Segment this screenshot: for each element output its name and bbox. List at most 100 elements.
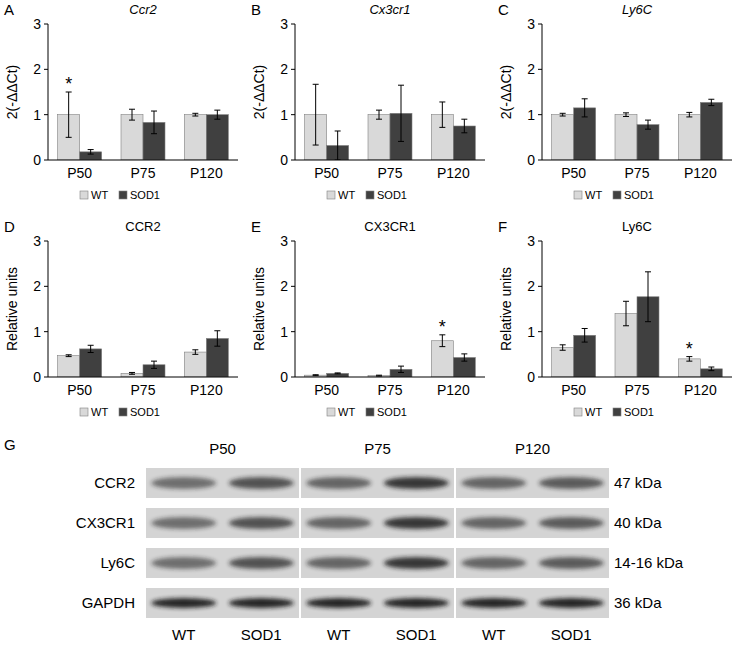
blot-band [306, 557, 371, 569]
legend-label: SOD1 [377, 189, 407, 201]
time-point-label: P120 [515, 440, 550, 457]
blot-strip [301, 508, 454, 538]
blot-panel: GP50P75P120CCR247 kDaCX3CR140 kDaLy6C14-… [4, 436, 684, 643]
blot-strip [146, 468, 299, 498]
blot-strip [301, 468, 454, 498]
blot-size-label: 14-16 kDa [614, 554, 684, 571]
bar [327, 373, 349, 377]
bar [552, 115, 574, 160]
y-axis-label: 2(-ΔΔCt) [251, 65, 267, 119]
lane-label: WT [172, 626, 195, 643]
chart-title: CCR2 [125, 219, 160, 234]
legend-swatch [574, 191, 582, 199]
panel-label: E [251, 218, 261, 235]
panel-label: C [498, 1, 509, 18]
y-tick-label: 3 [280, 16, 288, 32]
y-axis [295, 24, 296, 160]
y-tick [538, 69, 542, 70]
blot-band [461, 477, 526, 489]
blot-row-label: CX3CR1 [76, 514, 135, 531]
y-tick [291, 286, 295, 287]
error-bar [398, 366, 404, 372]
blot-row-label: Ly6C [101, 554, 136, 571]
panel-label: A [4, 1, 14, 18]
x-tick-label: P75 [625, 165, 650, 181]
legend-swatch [80, 408, 88, 416]
legend-label: WT [91, 189, 108, 201]
blot-strip [456, 508, 609, 538]
blot-strip [146, 508, 299, 538]
y-axis [542, 241, 543, 377]
bar [121, 115, 143, 160]
y-tick-label: 3 [527, 16, 535, 32]
y-tick [44, 241, 48, 242]
legend-label: WT [338, 189, 355, 201]
y-tick-label: 3 [33, 233, 41, 249]
error-bar [129, 109, 135, 120]
blot-band [384, 517, 449, 529]
error-bar [708, 99, 714, 105]
bar [184, 352, 206, 377]
y-axis-label: Relative units [498, 267, 514, 351]
y-tick [538, 24, 542, 25]
legend-swatch [366, 191, 374, 199]
panel-label: D [4, 218, 15, 235]
legend-label: SOD1 [130, 406, 160, 418]
blot-strip [301, 588, 454, 618]
bar [678, 115, 700, 160]
blot-strip [146, 548, 299, 578]
y-axis-label: 2(-ΔΔCt) [498, 65, 514, 119]
y-axis-label: Relative units [251, 267, 267, 351]
y-tick-label: 0 [33, 152, 41, 168]
blot-row-label: GAPDH [82, 594, 135, 611]
error-bar [88, 345, 94, 352]
chart-title: Ly6C [622, 2, 653, 17]
x-tick-label: P120 [437, 382, 470, 398]
y-tick-label: 1 [280, 107, 288, 123]
chart-title: CX3CR1 [364, 219, 415, 234]
chart-title: Ly6C [622, 219, 652, 234]
blot-band [461, 598, 526, 608]
error-bar [66, 355, 72, 357]
error-bar [439, 102, 445, 127]
y-tick [44, 160, 48, 161]
lane-label: WT [482, 626, 505, 643]
error-bar [708, 367, 714, 371]
x-tick-label: P50 [67, 382, 92, 398]
y-tick-label: 2 [527, 61, 535, 77]
error-bar [335, 131, 341, 160]
y-tick [291, 377, 295, 378]
error-bar [214, 331, 220, 346]
x-tick-label: P120 [190, 382, 223, 398]
x-tick-label: P50 [314, 165, 339, 181]
blot-band [306, 517, 371, 529]
x-axis [542, 160, 732, 161]
x-tick-label: P50 [314, 382, 339, 398]
blot-band [306, 598, 371, 608]
panel-label: F [498, 218, 507, 235]
error-bar [66, 92, 72, 137]
y-tick [538, 114, 542, 115]
x-tick-label: P50 [561, 165, 586, 181]
y-tick [538, 241, 542, 242]
figure: ACcr22(-ΔΔCt)0123*P50P75P120WTSOD1BCx3cr… [0, 0, 740, 647]
x-tick-label: P50 [561, 382, 586, 398]
blot-row-label: CCR2 [94, 474, 135, 491]
x-axis [48, 160, 238, 161]
chart-panel: CLy6C2(-ΔΔCt)0123P50P75P120WTSOD1 [498, 1, 732, 201]
legend-swatch [119, 408, 127, 416]
blot-band [229, 557, 294, 569]
chart-panel: ACcr22(-ΔΔCt)0123*P50P75P120WTSOD1 [4, 1, 238, 201]
y-tick-label: 3 [527, 233, 535, 249]
significance-mark: * [65, 74, 72, 94]
x-tick-label: P75 [378, 165, 403, 181]
error-bar [129, 372, 135, 374]
y-tick-label: 0 [280, 369, 288, 385]
legend-label: SOD1 [624, 189, 654, 201]
error-bar [398, 85, 404, 141]
chart-title: Ccr2 [129, 2, 157, 17]
y-tick-label: 0 [280, 152, 288, 168]
y-tick [291, 69, 295, 70]
y-tick [291, 160, 295, 161]
legend-label: SOD1 [624, 406, 654, 418]
